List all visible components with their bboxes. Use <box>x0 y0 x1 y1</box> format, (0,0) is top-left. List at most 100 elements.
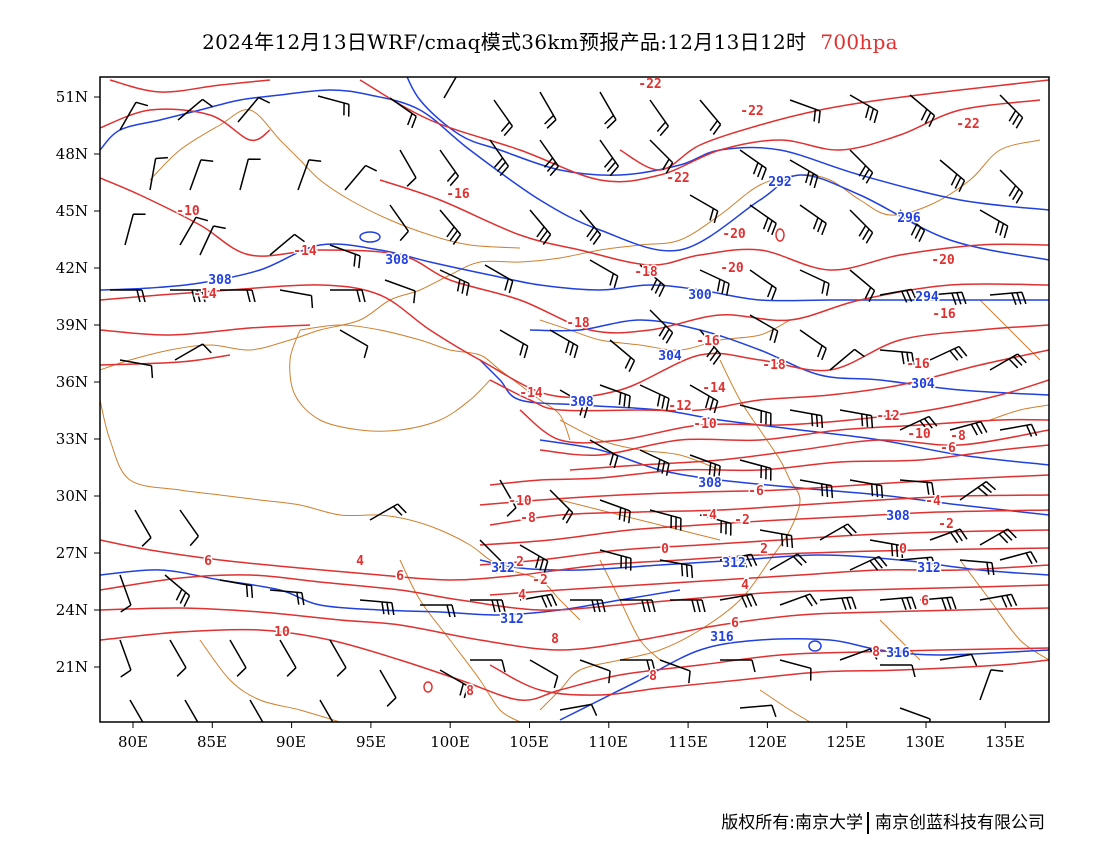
wind-barb <box>529 659 559 689</box>
temperature-contour-label: 0 <box>661 542 669 557</box>
wind-barb <box>879 596 917 611</box>
geopotential-contour-line <box>359 231 381 243</box>
temperature-contour-line <box>359 79 1041 183</box>
wind-barb <box>779 659 812 681</box>
wind-barb <box>639 449 670 476</box>
lat-label: 39N <box>55 316 88 334</box>
wind-barb <box>599 384 631 409</box>
height-labels: 292 296 294 300 304 304 308 308 308 308 308 312 312 3… <box>207 174 942 663</box>
temperature-contour-line <box>775 228 785 242</box>
wind-barb <box>439 269 470 296</box>
wind-barb <box>493 99 514 137</box>
temperature-contour-label: -16 <box>906 357 930 372</box>
wind-barb <box>799 479 834 498</box>
boundary-line <box>759 689 811 722</box>
temperature-contour-label: -12 <box>668 399 691 414</box>
temperature-contour-label: 6 <box>204 554 212 569</box>
temperature-contour-label: -16 <box>446 187 470 202</box>
geopotential-contour-line <box>529 319 1049 396</box>
wind-barb <box>579 209 602 245</box>
temperature-contour-label: -22 <box>740 104 763 119</box>
lat-label: 33N <box>55 430 88 448</box>
geopotential-contour-line <box>406 77 1049 211</box>
wind-barb <box>439 209 462 245</box>
axis-ticks <box>94 96 1006 728</box>
wind-barb <box>899 415 938 431</box>
temperature-contour-label: -4 <box>925 494 941 509</box>
boundary-line <box>989 404 1049 421</box>
wind-barb <box>369 503 407 521</box>
geopotential-contours <box>100 77 1049 721</box>
temperature-contour-label: -6 <box>940 441 956 456</box>
wind-barb <box>279 639 297 677</box>
wind-barb <box>134 509 152 547</box>
temperature-contour-label: -10 <box>907 427 931 442</box>
height-contour-label: 304 <box>658 349 682 364</box>
lon-label: 130E <box>905 733 945 751</box>
temperature-contour-line <box>479 509 1049 546</box>
wind-barb <box>384 279 416 304</box>
height-contour-label: 308 <box>385 253 409 268</box>
lat-label: 48N <box>55 145 88 163</box>
wind-barb <box>979 528 1017 546</box>
wind-barb <box>959 480 997 501</box>
height-contour-label: 294 <box>915 290 939 305</box>
temperature-contour-line <box>100 177 1049 334</box>
wind-barb <box>620 659 656 673</box>
wind-barb <box>999 423 1038 437</box>
wind-barb <box>719 593 758 608</box>
wind-barb <box>939 653 978 667</box>
geopotential-contour-line <box>100 89 1049 261</box>
wind-barb <box>443 77 457 99</box>
wind-barb <box>229 639 247 677</box>
wind-barb <box>899 556 937 570</box>
wind-barb <box>499 329 529 359</box>
wind-barb <box>639 384 670 411</box>
wind-barb <box>199 225 226 256</box>
wind-barb <box>529 209 552 245</box>
wind-barb <box>699 269 730 296</box>
wind-barb <box>699 514 732 536</box>
wind-barb <box>589 259 619 289</box>
temperature-contour-label: -2 <box>532 573 548 588</box>
wind-barb <box>329 244 361 269</box>
chart-title: 2024年12月13日WRF/cmaq模式36km预报产品:12月13日12时 7… <box>0 26 1100 55</box>
temperature-contour-label: 6 <box>921 594 929 609</box>
copyright-footer: 版权所有:南京大学 南京创蓝科技有限公司 <box>0 808 1045 834</box>
temperature-contour-label: -10 <box>176 204 200 219</box>
temperature-contour-line <box>479 529 1049 566</box>
wind-barb <box>749 269 777 301</box>
wind-barb <box>119 101 149 131</box>
wind-barb <box>177 98 213 121</box>
wind-barb <box>279 289 314 308</box>
wind-barb <box>739 459 772 481</box>
wind-barb <box>499 479 517 517</box>
temperature-contour-line <box>100 607 1049 651</box>
temperature-contour-label: -22 <box>638 77 661 92</box>
temperature-contour-label: -14 <box>193 287 217 302</box>
temperature-contour-line <box>109 79 271 93</box>
boundary-line <box>879 619 921 661</box>
wind-barb <box>749 204 777 236</box>
wind-barb <box>219 579 254 598</box>
temperature-contour-label: 2 <box>516 555 524 570</box>
geopotential-contour-line <box>559 637 1049 721</box>
temperature-contour-label: -20 <box>720 261 744 276</box>
temperature-contour-label: -10 <box>508 494 532 509</box>
wind-barb <box>819 523 857 541</box>
wind-barb <box>899 209 926 243</box>
wind-barb <box>999 550 1038 565</box>
wind-barb <box>649 309 674 344</box>
temperature-contour-label: -20 <box>722 227 746 242</box>
lon-label: 135E <box>985 733 1025 751</box>
wind-barb <box>939 159 966 193</box>
wind-barb <box>849 149 874 184</box>
temperature-contours <box>100 79 1049 701</box>
temperature-contour-label: -22 <box>956 117 979 132</box>
wind-barb <box>220 289 256 303</box>
lat-label: 45N <box>55 202 88 220</box>
wind-barb <box>174 343 212 361</box>
wind-barb <box>799 329 827 361</box>
copyright-owner: 版权所有:南京大学 <box>721 813 863 833</box>
